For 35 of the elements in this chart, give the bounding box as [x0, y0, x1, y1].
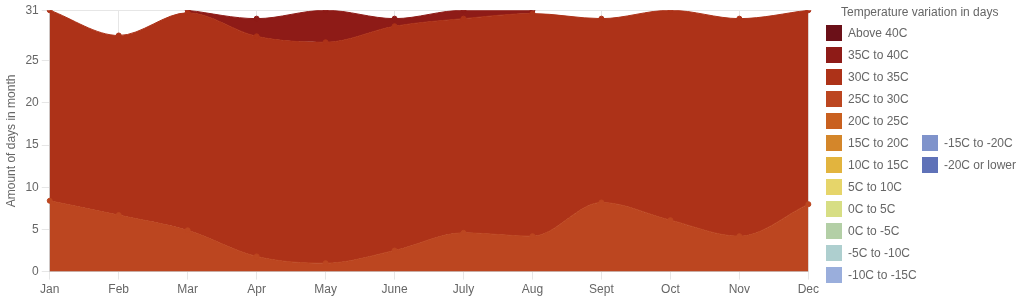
x-tick-label: Dec — [797, 282, 819, 297]
y-tick-label: 31 — [25, 2, 40, 17]
legend-label: 25C to 30C — [848, 92, 909, 106]
y-tick-label: 20 — [25, 95, 40, 110]
x-tick-label: Apr — [247, 282, 266, 297]
legend-label: -5C to -10C — [848, 246, 911, 260]
x-tick-label: Aug — [521, 282, 544, 297]
legend-label: -20C or lower — [944, 158, 1017, 172]
legend-label: 15C to 20C — [848, 136, 909, 150]
legend-label: 30C to 35C — [848, 70, 909, 84]
legend-label: -10C to -15C — [848, 268, 917, 282]
legend-label: Above 40C — [848, 26, 908, 40]
x-tick-label: June — [381, 282, 408, 297]
x-tick-label: Sept — [589, 282, 615, 297]
y-tick-label: 5 — [32, 221, 40, 236]
x-tick-label: May — [314, 282, 337, 297]
legend-label: 0C to -5C — [848, 224, 900, 238]
y-tick-label: 0 — [32, 263, 40, 278]
legend-label: 10C to 15C — [848, 158, 909, 172]
x-tick-label: Jan — [40, 282, 60, 297]
x-tick-label: Nov — [728, 282, 751, 297]
x-tick-label: Oct — [661, 282, 681, 297]
legend-title: Temperature variation in days — [841, 4, 1000, 21]
y-axis-title: Amount of days in month — [3, 74, 18, 208]
y-tick-label: 25 — [25, 53, 40, 68]
legend-label: 0C to 5C — [848, 202, 896, 216]
y-tick-label: 15 — [25, 137, 40, 152]
legend-label: -15C to -20C — [944, 136, 1013, 150]
legend-label: 35C to 40C — [848, 48, 909, 62]
legend-label: 5C to 10C — [848, 180, 903, 194]
x-tick-label: July — [452, 282, 475, 297]
x-tick-label: Feb — [108, 282, 130, 297]
x-tick-label: Mar — [177, 282, 199, 297]
y-tick-label: 10 — [25, 179, 40, 194]
legend-label: 20C to 25C — [848, 114, 909, 128]
